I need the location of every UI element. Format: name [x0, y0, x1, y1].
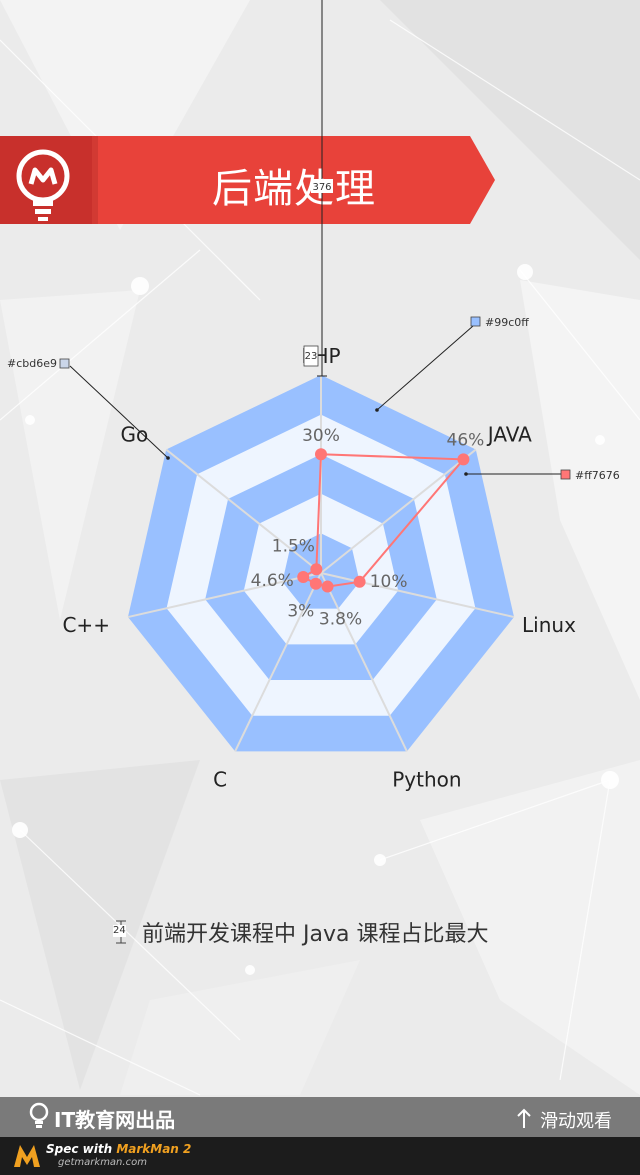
data-point — [309, 577, 322, 590]
value-label: 30% — [302, 426, 340, 446]
color-callout-blue-dot — [375, 408, 379, 412]
axis-label: JAVA — [486, 423, 532, 447]
axis-label: C++ — [62, 613, 109, 637]
arrow-up-icon[interactable] — [515, 1107, 533, 1129]
color-callout-grid-label: #cbd6e9 — [7, 357, 57, 370]
value-label: 3% — [287, 602, 314, 622]
measure-label-bg — [311, 179, 333, 193]
radar-spoke — [320, 448, 477, 574]
data-point — [353, 575, 366, 588]
measure-label: 24 — [113, 925, 126, 937]
lightbulb-icon — [16, 149, 70, 221]
axis-label: Linux — [522, 613, 576, 637]
chart-caption: 前端开发课程中 Java 课程占比最大 — [142, 922, 489, 947]
color-callout-red-swatch — [560, 469, 571, 480]
value-label: 3.8% — [319, 610, 362, 630]
markman-logo-icon — [14, 1145, 40, 1167]
scroll-hint[interactable]: 滑动观看 — [540, 1111, 612, 1132]
footer-brand: IT教育网出品 — [54, 1108, 176, 1132]
radar-spoke — [320, 572, 515, 619]
measure-label: 376 — [312, 182, 331, 193]
color-callout-grid-dot — [166, 456, 170, 460]
spec-url: getmarkman.com — [58, 1157, 147, 1168]
color-callout-red-text: #ff7676 — [575, 469, 620, 482]
axis-label: Python — [392, 767, 461, 791]
spec-title: Spec with MarkMan 2 — [46, 1142, 191, 1156]
color-callout-grid-line — [69, 365, 169, 459]
value-label: 1.5% — [272, 536, 315, 556]
color-callout-blue-text: #99c0ff — [485, 316, 529, 329]
radar-spoke — [320, 572, 408, 752]
data-point — [297, 571, 310, 584]
value-label: 46% — [447, 430, 485, 450]
radar-spoke — [234, 572, 322, 752]
footer-bar — [0, 1097, 640, 1137]
lightbulb-logo-icon — [29, 1102, 49, 1128]
measure-label: 23 — [305, 351, 318, 362]
value-label: 4.6% — [251, 571, 294, 591]
color-callout-blue-swatch — [470, 316, 481, 327]
spec-prefix: Spec with — [46, 1142, 117, 1156]
radar-spoke — [165, 448, 322, 574]
color-callout-red-dot — [464, 472, 468, 476]
data-point — [310, 563, 323, 576]
data-point — [315, 448, 327, 461]
spec-bar — [0, 1137, 640, 1175]
color-callout-blue-line — [376, 325, 474, 411]
banner-title: 后端处理 — [212, 166, 376, 212]
data-point — [457, 453, 470, 466]
radar-spoke — [127, 572, 322, 619]
axis-label: C — [213, 767, 227, 791]
data-point — [321, 580, 334, 593]
spec-app: MarkMan 2 — [116, 1142, 192, 1156]
measure-box — [303, 345, 319, 367]
color-callout-grid-swatch — [59, 358, 70, 369]
value-label: 10% — [370, 572, 408, 592]
